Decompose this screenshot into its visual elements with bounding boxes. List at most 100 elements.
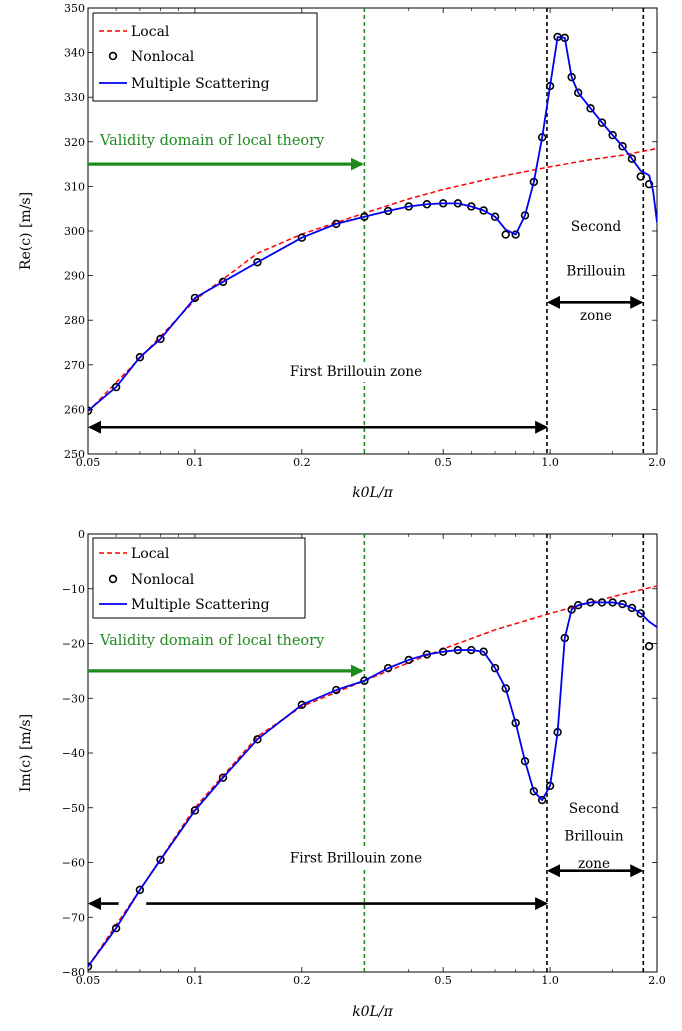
validity-domain-label: Validity domain of local theory [99,633,325,649]
nonlocal-data-point [627,603,637,613]
validity-domain-label: Validity domain of local theory [99,133,325,149]
x-tick-label: 0.05 [76,456,101,469]
legend-label: Multiple Scattering [131,597,270,613]
second-zone-label-line: Second [569,801,620,817]
nonlocal-data-point [135,353,145,362]
nonlocal-data-point [253,735,262,744]
x-tick-label: 0.5 [434,974,452,987]
first-zone-label-bg [268,848,444,869]
y-tick-label: 270 [64,359,85,372]
multiple-scattering-series-line [88,36,657,412]
y-tick-label: 260 [64,403,85,416]
nonlocal-data-point [190,806,200,815]
nonlocal-data-point [135,885,145,895]
y-tick-label: 300 [64,225,85,238]
first-zone-label: First Brillouin zone [290,364,422,380]
nonlocal-data-point [111,382,121,392]
nonlocal-data-point [501,684,510,693]
second-zone-label-line: Brillouin [564,829,623,845]
multiple-scattering-series-line [88,601,657,968]
legend-marker-nonlocal [108,51,118,61]
legend-label: Nonlocal [131,572,195,588]
y-tick-label: 320 [64,136,85,149]
bottom-chart-imaginary-part: 0.05 0.1 0.2 0.5 1.0 2.0 −80 −70 −60 −50 −40 −30 −20… [18,528,666,1020]
nonlocal-data-point [404,655,413,665]
legend-box [92,12,318,102]
nonlocal-data-point [297,700,307,710]
y-tick-label: −70 [62,911,85,924]
nonlocal-data-point [537,795,547,805]
nonlocal-data-point [644,179,654,189]
top-chart-real-part: 0.05 0.1 0.2 0.5 1.0 2.0 250 260 270 280 290 300 310… [18,2,666,501]
x-tick-label: 1.0 [541,974,559,987]
legend: Local Nonlocal Multiple Scattering [92,537,306,619]
y-tick-label: 250 [64,448,85,461]
nonlocal-data-point [511,230,520,239]
nonlocal-data-point [636,609,645,618]
legend-marker-nonlocal [108,574,118,584]
nonlocal-data-point [608,130,617,140]
legend-label: Multiple Scattering [131,76,270,92]
nonlocal-data-point [383,663,393,673]
y-tick-label: 330 [64,91,85,104]
nonlocal-data-point [218,773,228,782]
second-zone-label-line: Brillouin [566,264,625,280]
y-tick-label: 280 [64,314,85,327]
plot-area [88,534,657,972]
x-tick-label: 0.5 [434,456,452,469]
second-zone-label-line: zone [578,856,610,872]
nonlocal-data-point [627,154,637,163]
x-tick-label: 0.2 [293,974,311,987]
nonlocal-data-point [574,88,583,97]
legend-box [92,537,306,619]
nonlocal-data-point [644,642,654,651]
y-tick-label: 350 [64,2,85,15]
x-tick-label: 2.0 [648,456,666,469]
y-tick-label: −60 [62,857,85,870]
nonlocal-data-point [360,676,369,685]
x-tick-label: 0.1 [186,456,204,469]
nonlocal-data-point [88,406,93,415]
legend-label: Nonlocal [131,49,195,65]
nonlocal-data-point [618,142,627,151]
nonlocal-data-point [597,118,607,127]
nonlocal-data-point [88,962,93,971]
nonlocal-data-point [190,293,200,303]
nonlocal-data-point [529,787,539,796]
x-tick-label: 2.0 [648,974,666,987]
x-tick-label: 0.1 [186,974,204,987]
x-axis-label: k0L/π [352,485,393,501]
y-tick-label: 0 [78,528,85,541]
legend: Local Nonlocal Multiple Scattering [92,12,318,102]
legend-label: Local [131,24,170,40]
local-series-line [88,147,657,413]
y-tick-label: −50 [62,802,85,815]
first-zone-label: First Brillouin zone [290,851,422,867]
y-tick-label: −40 [62,747,85,760]
y-tick-label: −20 [62,638,85,651]
y-axis-label: Re(c) [m/s] [18,192,34,270]
nonlocal-data-point [490,663,500,673]
y-axis-label: Im(c) [m/s] [18,714,34,792]
legend-label: Local [131,546,170,562]
x-tick-label: 1.0 [541,456,559,469]
y-tick-label: −80 [62,966,85,979]
y-tick-label: 290 [64,270,85,283]
nonlocal-data-point [636,172,645,181]
nonlocal-data-point [297,233,307,242]
nonlocal-data-point [156,334,165,344]
y-tick-label: 310 [64,180,85,193]
nonlocal-data-point [479,206,488,215]
nonlocal-data-point [218,277,228,287]
nonlocal-data-point [490,212,500,221]
x-tick-label: 0.05 [76,974,101,987]
y-tick-label: −30 [62,692,85,705]
second-zone-label-line: zone [580,308,612,324]
nonlocal-data-point [111,923,121,933]
nonlocal-data-point [586,104,595,113]
nonlocal-data-point [156,855,165,864]
nonlocal-data-point [253,258,262,267]
nonlocal-data-point [332,685,341,695]
first-zone-label-bg [268,361,444,382]
